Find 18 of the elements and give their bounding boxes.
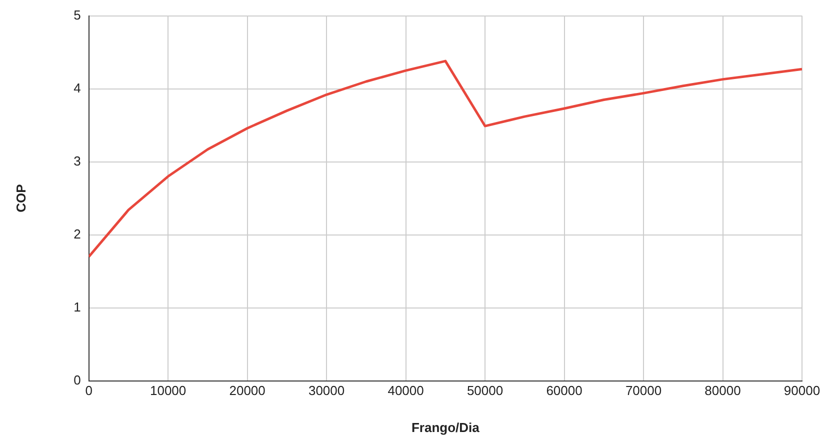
y-tick-label: 3 [74, 153, 81, 168]
y-tick-label: 4 [74, 80, 81, 96]
x-tick-label: 80000 [704, 383, 741, 398]
x-axis-title: Frango/Dia [411, 420, 480, 435]
y-tick-label: 2 [74, 226, 81, 242]
x-tick-label: 90000 [784, 383, 820, 398]
y-tick-label: 5 [74, 7, 81, 22]
x-tick-label: 40000 [388, 383, 424, 398]
x-tick-label: 30000 [308, 383, 345, 398]
x-tick-label: 60000 [546, 383, 582, 398]
x-tick-label: 50000 [466, 383, 504, 398]
y-axis-title: COP [13, 184, 28, 212]
x-tick-label: 20000 [229, 383, 266, 398]
y-tick-label: 0 [74, 372, 81, 388]
x-tick-label: 10000 [150, 383, 186, 398]
x-tick-label: 70000 [625, 383, 662, 398]
x-tick-label: 0 [85, 383, 92, 398]
y-tick-label: 1 [74, 299, 81, 314]
